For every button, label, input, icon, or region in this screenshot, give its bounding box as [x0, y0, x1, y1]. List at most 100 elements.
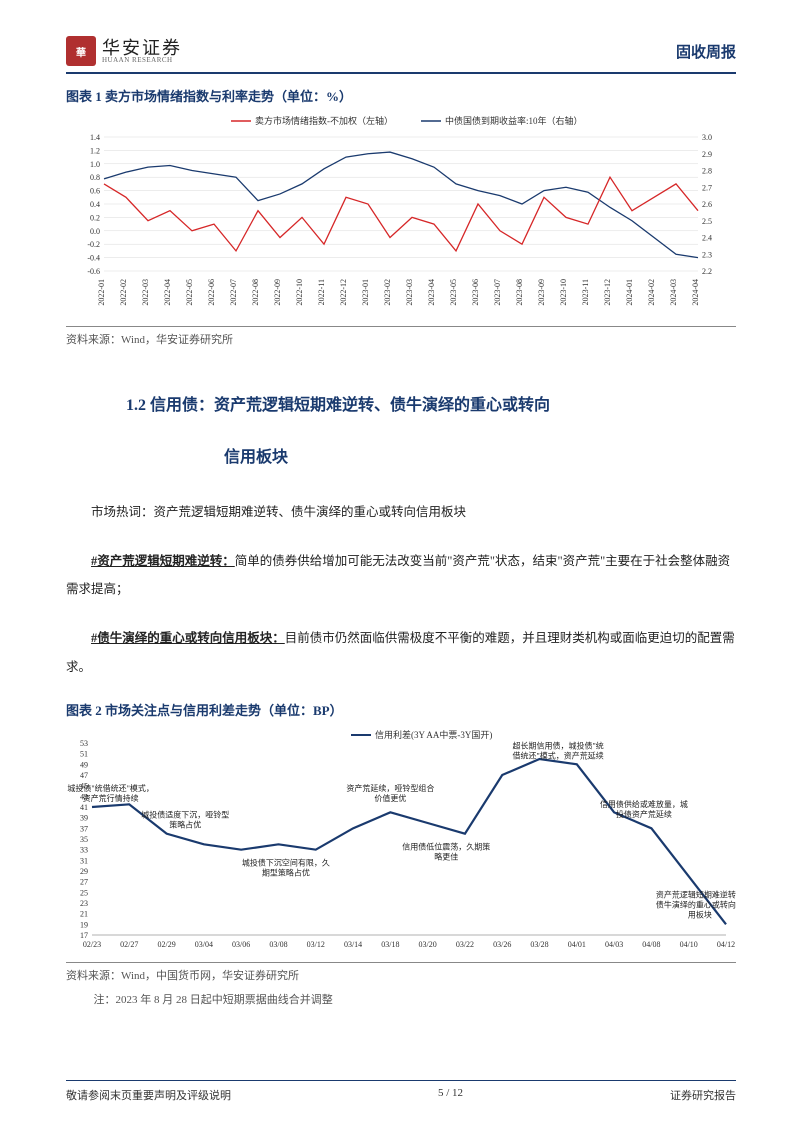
svg-text:03/18: 03/18: [381, 940, 399, 949]
svg-text:51: 51: [80, 749, 88, 758]
svg-text:城投债"统借统还"模式，: 城投债"统借统还"模式，: [67, 783, 154, 793]
svg-text:04/08: 04/08: [642, 940, 660, 949]
svg-text:2024-01: 2024-01: [625, 279, 634, 306]
svg-text:2022-09: 2022-09: [273, 279, 282, 306]
svg-text:资产荒逻辑短期难逆转，: 资产荒逻辑短期难逆转，: [656, 889, 736, 899]
svg-text:信用债供给或难放量，城: 信用债供给或难放量，城: [600, 799, 688, 809]
svg-text:2023-08: 2023-08: [515, 279, 524, 306]
para1: #资产荒逻辑短期难逆转：简单的债券供给增加可能无法改变当前"资产荒"状态，结束"…: [66, 547, 736, 605]
svg-text:03/26: 03/26: [493, 940, 511, 949]
svg-text:略更佳: 略更佳: [434, 851, 458, 861]
svg-text:49: 49: [80, 760, 88, 769]
svg-text:2023-02: 2023-02: [383, 279, 392, 306]
svg-text:城投债适度下沉，哑铃型: 城投债适度下沉，哑铃型: [141, 809, 229, 819]
svg-text:2022-12: 2022-12: [339, 279, 348, 306]
svg-text:期型策略占优: 期型策略占优: [262, 867, 310, 877]
chart1-svg: -0.6-0.4-0.20.00.20.40.60.81.01.21.42.22…: [66, 109, 736, 319]
chart1-container: -0.6-0.4-0.20.00.20.40.60.81.01.21.42.22…: [66, 109, 736, 324]
section-heading-line1: 1.2 信用债：资产荒逻辑短期难逆转、债牛演绎的重心或转向: [126, 397, 550, 414]
hotword-text: 资产荒逻辑短期难逆转、债牛演绎的重心或转向信用板块: [154, 505, 467, 519]
svg-text:2022-07: 2022-07: [229, 279, 238, 306]
svg-text:33: 33: [80, 845, 88, 854]
hotword-para: 市场热词：资产荒逻辑短期难逆转、债牛演绎的重心或转向信用板块: [66, 498, 736, 527]
svg-text:2.4: 2.4: [702, 234, 712, 243]
footer-page-number: 5 / 12: [438, 1087, 463, 1103]
svg-text:35: 35: [80, 835, 88, 844]
svg-text:城投债下沉空间有限，久: 城投债下沉空间有限，久: [242, 857, 330, 867]
svg-text:04/10: 04/10: [680, 940, 698, 949]
svg-text:2023-10: 2023-10: [559, 279, 568, 306]
svg-text:21: 21: [80, 909, 88, 918]
svg-text:2022-06: 2022-06: [207, 279, 216, 306]
hotword-label: 市场热词：: [91, 505, 154, 519]
svg-text:债牛演绎的重心或转向信: 债牛演绎的重心或转向信: [656, 899, 736, 909]
svg-text:02/23: 02/23: [83, 940, 101, 949]
logo-en-text: HUAAN RESEARCH: [102, 57, 182, 64]
svg-text:信用利差(3Y AA中票-3Y国开): 信用利差(3Y AA中票-3Y国开): [375, 729, 492, 740]
svg-text:2.9: 2.9: [702, 150, 712, 159]
svg-text:25: 25: [80, 888, 88, 897]
svg-text:2023-12: 2023-12: [603, 279, 612, 306]
svg-text:2023-11: 2023-11: [581, 279, 590, 305]
chart1-source: 资料来源：Wind，华安证券研究所: [66, 326, 736, 347]
svg-text:03/14: 03/14: [344, 940, 362, 949]
svg-text:2.8: 2.8: [702, 167, 712, 176]
svg-text:1.4: 1.4: [90, 133, 100, 142]
svg-text:3.0: 3.0: [702, 133, 712, 142]
svg-text:37: 37: [80, 824, 88, 833]
footer-left: 敬请参阅末页重要声明及评级说明: [66, 1087, 231, 1103]
svg-text:19: 19: [80, 920, 88, 929]
svg-text:03/12: 03/12: [307, 940, 325, 949]
svg-text:0.0: 0.0: [90, 227, 100, 236]
svg-text:用板块: 用板块: [688, 909, 712, 919]
svg-text:2.6: 2.6: [702, 200, 712, 209]
svg-text:2024-04: 2024-04: [691, 279, 700, 306]
svg-text:2022-03: 2022-03: [141, 279, 150, 306]
svg-text:1.2: 1.2: [90, 146, 100, 155]
svg-text:2023-06: 2023-06: [471, 279, 480, 306]
svg-text:-0.2: -0.2: [87, 240, 100, 249]
svg-text:2022-08: 2022-08: [251, 279, 260, 306]
svg-text:0.4: 0.4: [90, 200, 100, 209]
svg-text:04/01: 04/01: [568, 940, 586, 949]
para2: #债牛演绎的重心或转向信用板块：目前债市仍然面临供需极度不平衡的难题，并且理财类…: [66, 624, 736, 682]
svg-text:2022-01: 2022-01: [97, 279, 106, 306]
report-type-label: 固收周报: [676, 41, 736, 62]
svg-text:2022-10: 2022-10: [295, 279, 304, 306]
svg-text:-0.6: -0.6: [87, 267, 100, 276]
svg-text:资产荒延续，哑铃型组合: 资产荒延续，哑铃型组合: [346, 783, 434, 793]
svg-text:资产荒行情持续: 资产荒行情持续: [83, 793, 139, 803]
brand-logo: 華 华安证券 HUAAN RESEARCH: [66, 36, 182, 66]
svg-text:41: 41: [80, 803, 88, 812]
svg-text:中债国债到期收益率:10年（右轴）: 中债国债到期收益率:10年（右轴）: [445, 115, 583, 126]
svg-text:04/12: 04/12: [717, 940, 735, 949]
svg-text:0.6: 0.6: [90, 187, 100, 196]
svg-text:39: 39: [80, 813, 88, 822]
svg-text:借统还"模式，资产荒延续: 借统还"模式，资产荒延续: [513, 750, 604, 760]
section-heading: 1.2 信用债：资产荒逻辑短期难逆转、债牛演绎的重心或转向 信用板块: [126, 387, 736, 478]
svg-text:53: 53: [80, 739, 88, 748]
svg-text:29: 29: [80, 867, 88, 876]
svg-text:03/04: 03/04: [195, 940, 213, 949]
svg-text:2024-02: 2024-02: [647, 279, 656, 306]
svg-text:17: 17: [80, 931, 88, 940]
page-header: 華 华安证券 HUAAN RESEARCH 固收周报: [66, 34, 736, 74]
svg-text:2.5: 2.5: [702, 217, 712, 226]
svg-text:2.2: 2.2: [702, 267, 712, 276]
svg-text:03/06: 03/06: [232, 940, 250, 949]
svg-text:投债资产荒延续: 投债资产荒延续: [616, 809, 672, 819]
svg-text:0.2: 0.2: [90, 213, 100, 222]
svg-text:02/27: 02/27: [120, 940, 138, 949]
chart2-note: 注：2023 年 8 月 28 日起中短期票据曲线合并调整: [66, 991, 736, 1007]
svg-text:2022-04: 2022-04: [163, 279, 172, 306]
page-footer: 敬请参阅末页重要声明及评级说明 5 / 12 证券研究报告: [66, 1080, 736, 1103]
svg-text:2023-01: 2023-01: [361, 279, 370, 306]
svg-text:2022-11: 2022-11: [317, 279, 326, 305]
svg-text:1.0: 1.0: [90, 160, 100, 169]
section-heading-line2: 信用板块: [224, 439, 288, 477]
svg-text:超长期信用债，城投债"统: 超长期信用债，城投债"统: [513, 740, 604, 750]
svg-text:23: 23: [80, 899, 88, 908]
svg-text:2024-03: 2024-03: [669, 279, 678, 306]
svg-text:47: 47: [80, 771, 88, 780]
svg-text:04/03: 04/03: [605, 940, 623, 949]
